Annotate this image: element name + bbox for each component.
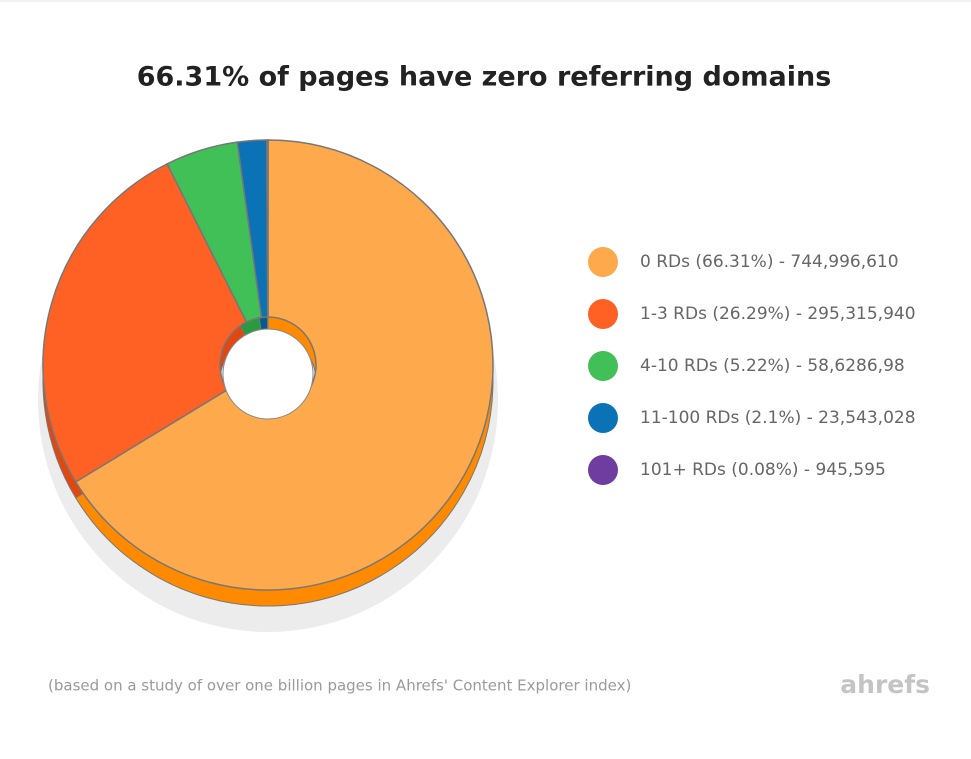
chart-title: 66.31% of pages have zero referring doma… [137, 62, 832, 93]
legend-swatch [588, 403, 618, 433]
legend-swatch [588, 351, 618, 381]
legend-swatch [588, 455, 618, 485]
brand: ahrefs [840, 670, 930, 699]
legend: 0 RDs (66.31%) - 744,996,610 1-3 RDs (26.… [588, 247, 916, 485]
legend-label: 101+ RDs (0.08%) - 945,595 [640, 460, 886, 480]
legend-swatch [588, 299, 618, 329]
legend-label: 11-100 RDs (2.1%) - 23,543,028 [640, 408, 916, 428]
caption: (based on a study of over one billion pa… [48, 677, 631, 695]
legend-swatch [588, 247, 618, 277]
slice [42, 162, 248, 483]
legend-label: 0 RDs (66.31%) - 744,996,610 [640, 252, 899, 272]
legend-label: 4-10 RDs (5.22%) - 58,6286,98 [640, 356, 905, 376]
slices [42, 139, 494, 591]
slice [266, 139, 269, 318]
hole [222, 328, 314, 420]
legend-label: 1-3 RDs (26.29%) - 295,315,940 [640, 304, 916, 324]
